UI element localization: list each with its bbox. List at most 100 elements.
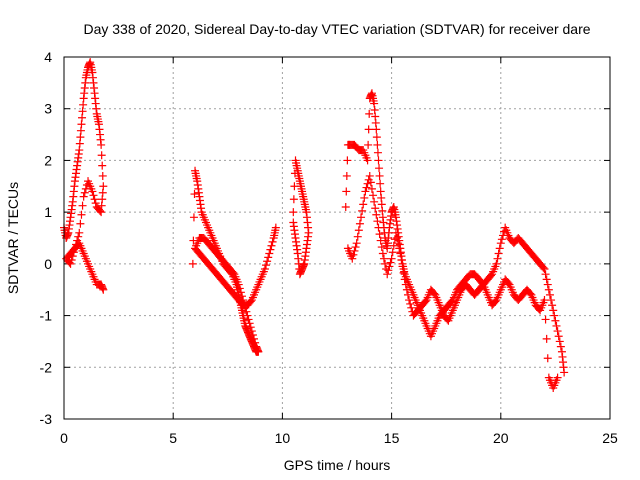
x-tick-label: 20 <box>493 430 509 446</box>
data-point <box>386 258 395 267</box>
data-point <box>540 296 549 305</box>
data-point <box>69 248 78 257</box>
data-point <box>76 219 85 228</box>
grid-lines <box>64 57 610 419</box>
data-point <box>93 204 102 213</box>
data-point <box>493 254 502 263</box>
x-tick-label: 25 <box>602 430 618 446</box>
data-point <box>80 188 89 197</box>
data-point <box>363 179 372 188</box>
data-point <box>560 368 569 377</box>
data-point <box>367 184 376 193</box>
data-point <box>68 252 77 261</box>
data-point <box>385 262 394 271</box>
data-point <box>400 275 409 284</box>
data-point <box>369 191 378 200</box>
data-point <box>391 228 400 237</box>
data-point <box>342 171 351 180</box>
data-point <box>379 254 388 263</box>
data-point <box>67 255 76 264</box>
data-point <box>84 177 93 186</box>
data-point <box>362 183 371 192</box>
data-point <box>554 332 563 341</box>
data-point <box>373 148 382 157</box>
y-tick-label: -2 <box>40 359 53 375</box>
data-point <box>366 178 375 187</box>
data-point <box>348 254 357 263</box>
data-point <box>553 327 562 336</box>
data-point <box>264 253 273 262</box>
data-point <box>91 199 100 208</box>
data-point <box>556 342 565 351</box>
data-point <box>89 191 98 200</box>
series-2 <box>188 166 280 356</box>
data-point <box>405 296 414 305</box>
y-tick-label: -1 <box>40 308 53 324</box>
y-tick-label: 4 <box>44 49 52 65</box>
data-point <box>496 239 505 248</box>
data-point <box>494 249 503 258</box>
data-point <box>541 270 550 279</box>
data-point <box>247 327 256 336</box>
data-point <box>377 243 386 252</box>
data-point <box>396 249 405 258</box>
data-point <box>375 164 384 173</box>
data-point <box>370 197 379 206</box>
data-point <box>540 265 549 274</box>
data-point <box>190 190 199 199</box>
data-point <box>263 257 272 266</box>
x-tick-label: 5 <box>169 430 177 446</box>
data-point <box>388 248 397 257</box>
data-point <box>543 354 552 363</box>
data-point <box>99 285 108 294</box>
data-point <box>545 290 554 299</box>
data-point <box>552 321 561 330</box>
data-point <box>266 245 275 254</box>
chart-title: Day 338 of 2020, Sidereal Day-to-day VTE… <box>83 21 590 37</box>
y-tick-label: 2 <box>44 152 52 168</box>
series-5 <box>343 171 562 392</box>
tick-marks <box>63 56 611 420</box>
data-point <box>553 373 562 382</box>
data-point <box>289 208 298 217</box>
y-tick-label: 1 <box>44 204 52 220</box>
data-point <box>543 280 552 289</box>
data-point <box>492 259 501 268</box>
data-point <box>66 259 75 268</box>
data-point <box>289 195 298 204</box>
data-point <box>372 125 381 134</box>
data-point <box>363 156 372 165</box>
data-point <box>343 156 352 165</box>
data-point <box>236 288 245 297</box>
data-point <box>544 285 553 294</box>
data-point <box>497 235 506 244</box>
data-point <box>398 262 407 271</box>
data-point <box>74 232 83 241</box>
data-point <box>189 213 198 222</box>
data-point <box>407 303 416 312</box>
y-axis-label: SDTVAR / TECUs <box>5 182 21 294</box>
x-tick-label: 15 <box>384 430 400 446</box>
data-point <box>374 156 383 165</box>
data-point <box>78 201 87 210</box>
data-point <box>550 311 559 320</box>
y-tick-label: 3 <box>44 101 52 117</box>
data-point <box>97 140 106 149</box>
data-point <box>355 219 364 228</box>
series-3 <box>289 156 313 279</box>
data-point <box>371 204 380 213</box>
data-point <box>542 334 551 343</box>
data-point <box>90 195 99 204</box>
data-marks <box>60 58 569 392</box>
data-point <box>250 334 259 343</box>
data-point <box>357 213 366 222</box>
data-point <box>397 255 406 264</box>
data-point <box>243 311 252 320</box>
data-point <box>365 109 374 118</box>
x-tick-label: 0 <box>60 430 68 446</box>
y-tick-label: -3 <box>40 411 53 427</box>
data-point <box>268 237 277 246</box>
data-point <box>376 236 385 245</box>
data-point <box>364 140 373 149</box>
data-point <box>188 259 197 268</box>
